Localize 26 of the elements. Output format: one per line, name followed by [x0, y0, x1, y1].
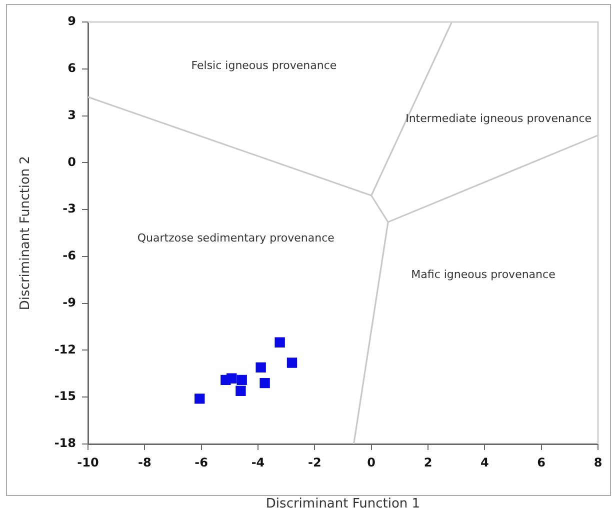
annotation: Quartzose sedimentary provenance [137, 231, 335, 244]
y-tick-label: -15 [54, 389, 76, 404]
x-tick-label: -10 [77, 455, 99, 470]
y-tick-label: -18 [54, 436, 76, 450]
y-tick-label: -6 [62, 248, 76, 263]
x-tick-label: 2 [424, 455, 432, 470]
x-tick-label: -2 [308, 455, 322, 470]
x-tick-label: 8 [594, 455, 602, 470]
x-tick-label: 6 [537, 455, 546, 470]
y-tick-label: -9 [62, 295, 76, 310]
y-tick-label: 9 [68, 14, 76, 28]
y-tick-label: 0 [68, 154, 76, 169]
x-tick-label: 4 [480, 455, 489, 470]
annotation: Intermediate igneous provenance [406, 112, 592, 125]
y-tick-label: 6 [68, 61, 76, 76]
x-tick-label: 0 [367, 455, 376, 470]
annotation: Felsic igneous provenance [191, 59, 337, 72]
x-tick-label: -6 [194, 455, 208, 470]
y-tick-label: -3 [62, 202, 76, 216]
annotation: Mafic igneous provenance [411, 268, 556, 282]
x-tick-label: -8 [138, 455, 152, 470]
y-tick-label: -12 [54, 342, 76, 356]
x-axis-title: Discriminant Function 1 [266, 496, 420, 512]
x-tick-label: -4 [251, 455, 265, 470]
y-axis-title: Discriminant Function 2 [18, 156, 34, 310]
y-tick-label: 3 [68, 108, 76, 122]
